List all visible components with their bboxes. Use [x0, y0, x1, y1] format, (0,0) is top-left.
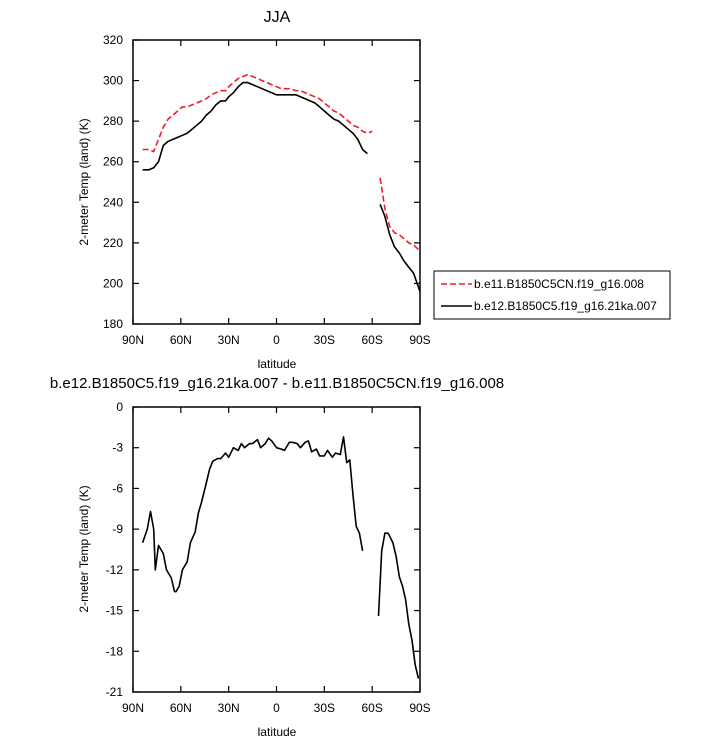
- y-tick-label: 280: [103, 114, 123, 128]
- legend-box: [433, 270, 671, 320]
- legend-entry-2: b.e12.B1850C5.f19_g16.21ka.007: [474, 299, 657, 313]
- x-tick-label: 30N: [218, 701, 240, 715]
- x-tick-label: 90N: [122, 333, 144, 347]
- chart-title: JJA: [264, 9, 291, 26]
- series-line-2: [142, 81, 368, 171]
- series-line-1: [141, 436, 364, 593]
- y-tick-label: 300: [103, 74, 123, 88]
- y-tick-label: -3: [112, 441, 123, 455]
- y-tick-label: 260: [103, 155, 123, 169]
- x-tick-label: 90S: [409, 701, 430, 715]
- x-tick-label: 60N: [170, 701, 192, 715]
- y-tick-label: -21: [106, 685, 124, 699]
- x-tick-label: 60S: [361, 701, 382, 715]
- x-tick-label: 0: [273, 333, 280, 347]
- y-tick-label: 0: [116, 400, 123, 414]
- y-tick-label: -6: [112, 481, 123, 495]
- x-tick-label: 90S: [409, 333, 430, 347]
- temperature-panel: JJA 180 200 220 240 260 280 300 320 90N 60N 30N 0 3…: [77, 9, 431, 371]
- x-tick-label: 30S: [314, 333, 335, 347]
- y-axis-label: 2-meter Temp (land) (K): [77, 118, 91, 245]
- x-axis-label: latitude: [258, 357, 297, 371]
- x-tick-label: 0: [273, 701, 280, 715]
- y-tick-label: 200: [103, 276, 123, 290]
- difference-panel: b.e12.B1850C5.f19_g16.21ka.007 - b.e11.B…: [50, 375, 504, 739]
- series-line-2: [379, 204, 421, 292]
- x-tick-label: 60N: [170, 333, 192, 347]
- series-line-1: [379, 177, 421, 252]
- legend-entry-1: b.e11.B1850C5CN.f19_g16.008: [474, 277, 644, 291]
- chart-title: b.e12.B1850C5.f19_g16.21ka.007 - b.e11.B…: [50, 375, 504, 392]
- y-tick-label: -15: [106, 604, 124, 618]
- y-tick-label: 320: [103, 33, 123, 47]
- x-tick-label: 30S: [314, 701, 335, 715]
- y-tick-label: -9: [112, 522, 123, 536]
- y-tick-label: -12: [106, 563, 124, 577]
- series-line-1: [142, 73, 373, 153]
- legend: b.e11.B1850C5CN.f19_g16.008 b.e12.B1850C…: [433, 270, 671, 320]
- x-tick-label: 30N: [218, 333, 240, 347]
- series-line-1: [377, 532, 420, 679]
- x-axis-label: latitude: [258, 725, 297, 739]
- x-tick-label: 90N: [122, 701, 144, 715]
- y-axis-label: 2-meter Temp (land) (K): [77, 485, 91, 612]
- x-tick-label: 60S: [361, 333, 382, 347]
- y-tick-label: -18: [106, 644, 124, 658]
- y-tick-label: 240: [103, 195, 123, 209]
- plot-frame: [132, 406, 421, 693]
- y-tick-label: 220: [103, 236, 123, 250]
- plot-frame: [132, 39, 421, 325]
- y-tick-label: 180: [103, 317, 123, 331]
